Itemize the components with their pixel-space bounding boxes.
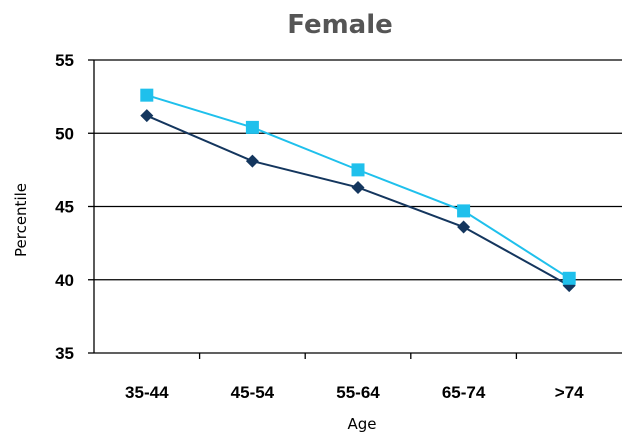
series-0-point-2	[351, 163, 365, 177]
series-1-point-2	[351, 180, 365, 194]
x-axis-label: Age	[347, 415, 376, 433]
series-0-point-1	[245, 120, 259, 134]
y-tick-label-45: 45	[55, 198, 74, 217]
series-1-point-3	[457, 220, 471, 234]
y-tick-label-40: 40	[55, 271, 74, 290]
y-tick-label-50: 50	[55, 124, 74, 143]
y-tick-label-55: 55	[55, 51, 74, 70]
series-1-point-1	[245, 154, 259, 168]
chart-title: Female	[287, 10, 393, 40]
y-axis-label: Percentile	[12, 183, 30, 257]
series-1	[140, 109, 576, 293]
x-tick-label-1: 45-54	[231, 383, 275, 402]
series-0-point-3	[457, 204, 471, 218]
gridlines	[94, 59, 622, 354]
y-tick-labels: 35 40 45 50 55	[55, 51, 74, 363]
x-tick-label-4: >74	[555, 383, 584, 402]
series-1-line	[146, 114, 570, 287]
x-tick-label-2: 55-64	[336, 383, 380, 402]
series-0	[140, 88, 576, 285]
axes	[88, 59, 518, 359]
series-0-point-4	[562, 271, 576, 285]
x-tick-labels: 35-44 45-54 55-64 65-74 >74	[125, 383, 584, 402]
series-1-point-0	[140, 109, 154, 123]
x-tick-label-0: 35-44	[125, 383, 169, 402]
series-lines	[140, 88, 576, 293]
y-tick-label-35: 35	[55, 344, 74, 363]
series-0-point-0	[140, 88, 154, 102]
x-tick-label-3: 65-74	[442, 383, 486, 402]
